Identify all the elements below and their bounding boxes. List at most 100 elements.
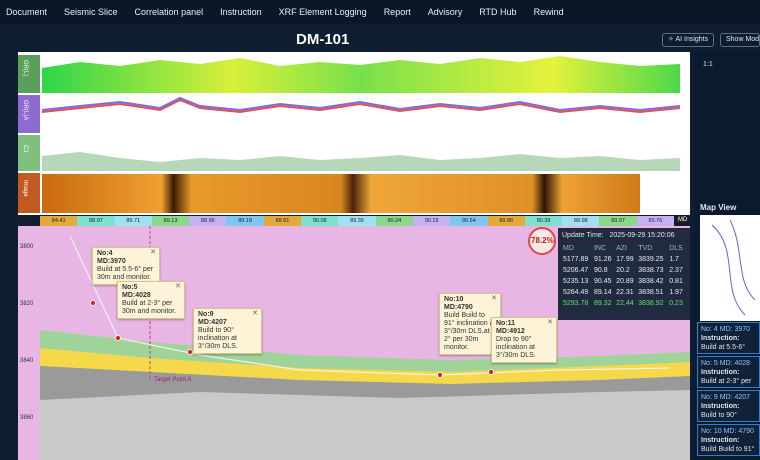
callout: ✕ No:5 MD:4028 Build at 2-3° per 30m and mo… — [117, 281, 185, 320]
card-head: No: 5 MD: 4028 — [701, 359, 756, 368]
cell: 1.97 — [669, 289, 683, 296]
card-label: Instruction: — [701, 437, 740, 445]
callout-text: Build at 2-3° per 30m and monitor. — [122, 300, 177, 316]
card-text: Build to 90° inclination at 3°/30m DLS. — [701, 412, 737, 420]
cell: 20.2 — [616, 267, 630, 274]
band-cell: 84.41 — [40, 216, 78, 226]
card-body: Instruction: Build at 2-3° per 30m and m… — [701, 368, 756, 387]
cell: 3838.73 — [638, 267, 664, 274]
nav-item[interactable]: XRF Element Logging — [278, 7, 367, 17]
curve — [41, 98, 681, 114]
callout-md: MD:4912 — [496, 328, 525, 336]
callout-text: Build to 90° inclination at 3°/30m DLS. — [198, 327, 238, 351]
cell: 22.44 — [616, 300, 634, 307]
callout-no: No:11 — [496, 320, 516, 327]
well-title: DM-101 — [296, 31, 350, 48]
card: No: 9 MD: 4207 Instruction: Build to 90° … — [697, 390, 760, 422]
card-md: MD: 4028 — [719, 360, 751, 367]
update-label: Update Time: — [562, 232, 604, 239]
card: No: 10 MD: 4790 Instruction: Build Build … — [697, 424, 760, 456]
callout-text: Drop to 90° inclination at 3°/30m DLS. — [496, 336, 536, 360]
zoom[interactable]: 1:1 — [703, 61, 713, 68]
percent-badge — [528, 227, 556, 255]
close-button[interactable]: ✕ — [175, 283, 181, 290]
card-body: Instruction: Build at 5.5-6° per 30m and… — [701, 334, 756, 353]
band-cell: 88.61 — [263, 216, 302, 226]
track-label: C1 — [22, 145, 28, 153]
header-cell: MD — [563, 245, 574, 252]
card-md: MD: 4207 — [719, 394, 751, 401]
ai-insights-button[interactable]: ✧ AI Insights — [662, 33, 715, 47]
row: 5177.89 91.26 17.99 3839.25 1.7 — [562, 254, 686, 265]
callout-md: MD:4028 — [122, 292, 151, 300]
nav-item[interactable]: Correlation panel — [134, 7, 204, 17]
band-cell: 90.08 — [301, 216, 339, 226]
cell: 3839.25 — [638, 256, 664, 263]
cell: 5264.49 — [563, 289, 589, 296]
marker — [115, 335, 121, 341]
track-label-bg — [18, 55, 40, 93]
band-tag: TVD — [18, 217, 30, 223]
band-cell: 90.54 — [450, 216, 488, 226]
track-label: GR(L)A — [22, 100, 28, 121]
nav-item[interactable]: Rewind — [533, 7, 564, 17]
band-cell: 89.98 — [562, 216, 600, 226]
header-cell: DLS — [669, 245, 683, 252]
cell: 3838.51 — [638, 289, 664, 296]
cell: 89.14 — [593, 289, 612, 296]
cell: 0.81 — [669, 278, 683, 285]
nav-item[interactable]: Report — [383, 7, 411, 17]
track-label: GR(L) — [22, 60, 28, 77]
gr-track — [42, 56, 680, 93]
callout-md: MD:4790 — [444, 304, 473, 312]
header-cell: AZI — [616, 245, 627, 252]
close-button[interactable]: ✕ — [547, 319, 553, 326]
cell: 5293.78 — [563, 300, 589, 307]
survey-table: Update Time: 2025-09-29 15:20:06 MD INC AZ… — [558, 228, 690, 320]
cell: 22.31 — [616, 289, 634, 296]
callout: ✕ No:11 MD:4912 Drop to 90° inclination at … — [491, 317, 557, 364]
band-cell: 89.71 — [114, 216, 152, 226]
c1-track — [42, 152, 680, 171]
card-md: MD: 4790 — [723, 428, 754, 435]
callout: ✕ No:10 MD:4790 Build Build to 91° inclinat… — [439, 293, 501, 356]
cell: 0.23 — [669, 300, 683, 307]
card: No: 4 MD: 3970 Instruction: Build at 5.5-… — [697, 322, 760, 354]
map-line — [711, 219, 756, 316]
band-cell: 88.96 — [189, 216, 227, 226]
callout-text: Build Build to 91° inclination at 3°/30m… — [444, 312, 496, 352]
cell: 91.26 — [593, 256, 612, 263]
close-button[interactable]: ✕ — [150, 249, 156, 256]
cell: 89.32 — [593, 300, 612, 307]
callout-text: Build at 5.5-6° per 30m and monitor. — [97, 266, 154, 282]
tvd-label: 3860 — [20, 415, 34, 421]
marker — [437, 372, 443, 378]
update-time: 2025-09-29 15:20:06 — [609, 232, 675, 239]
nav-item[interactable]: Instruction — [220, 7, 262, 17]
track-label-bg — [18, 173, 40, 213]
card-text: Build Build to 91° inclination — [701, 446, 755, 454]
nav-item[interactable]: Document — [6, 7, 48, 17]
image-track — [42, 174, 640, 213]
row: 5206.47 90.8 20.2 3838.73 2.37 — [562, 265, 686, 276]
callout: ✕ No:9 MD:4207 Build to 90° inclination at … — [193, 308, 262, 355]
close-button[interactable]: ✕ — [252, 310, 258, 317]
tvd-label: 3840 — [20, 358, 34, 364]
nav-item[interactable]: RTD Hub — [479, 7, 517, 17]
nav-item[interactable]: Advisory — [427, 7, 463, 17]
nav-item[interactable]: Seismic Slice — [64, 7, 118, 17]
close-button[interactable]: ✕ — [491, 295, 497, 302]
band-cell: 89.97 — [599, 216, 637, 226]
cell: 5177.89 — [563, 256, 589, 263]
tvd-label: 3800 — [20, 244, 34, 250]
card-text: Build at 5.5-6° per 30m and monitor. — [701, 344, 746, 352]
card-head: No: 4 MD: 3970 — [701, 325, 756, 334]
table: MD INC AZI TVD DLS 5177.89 91.26 17.99 3839.25 1.… — [562, 243, 686, 309]
card-label: Instruction: — [701, 403, 740, 411]
map-title: Map View — [700, 203, 737, 212]
card-md: MD: 3970 — [719, 326, 751, 333]
band-cell: 90.15 — [412, 216, 451, 226]
color-band: 84.41 88.07 89.71 89.13 88.96 89.18 88.61 90.08… — [40, 216, 675, 226]
